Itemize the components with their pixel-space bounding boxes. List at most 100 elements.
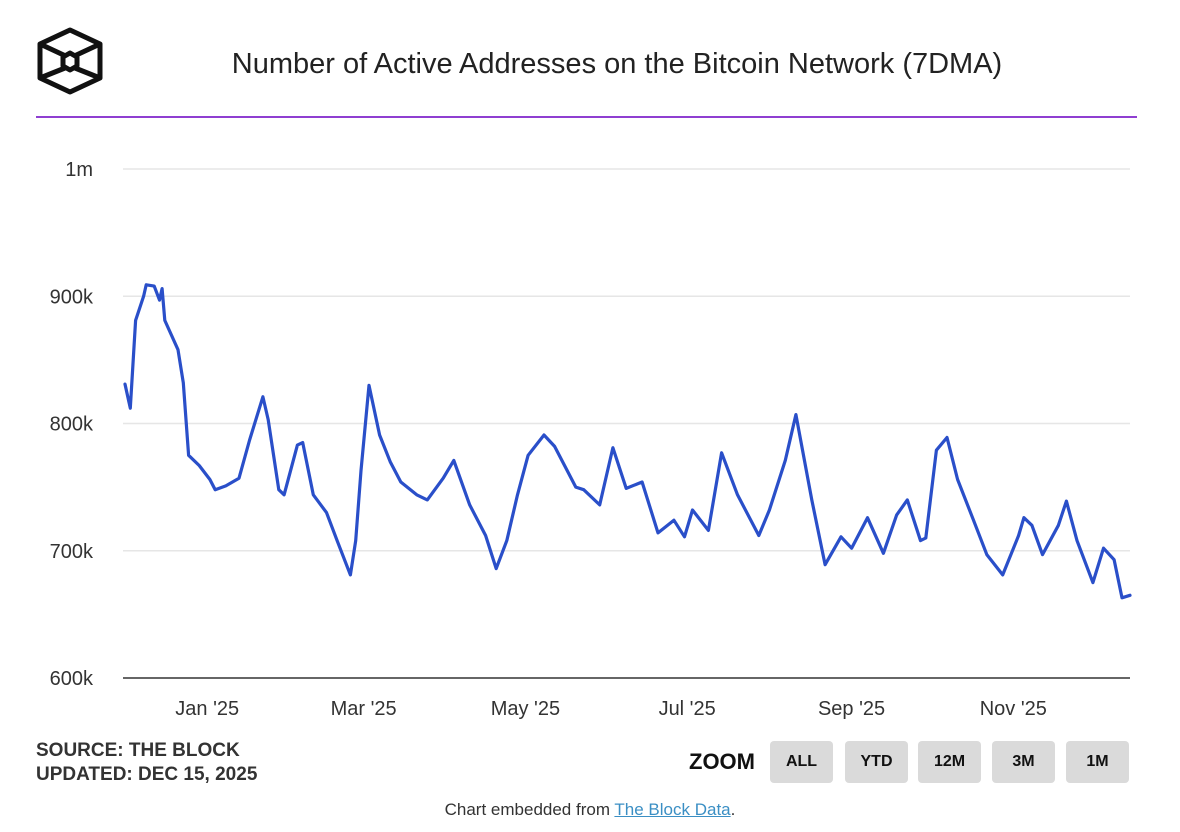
- data-point: [312, 493, 315, 496]
- data-point: [598, 503, 601, 507]
- zoom-all-button[interactable]: ALL: [770, 741, 833, 783]
- x-tick-label: Nov '25: [980, 698, 1047, 720]
- data-point: [301, 441, 304, 444]
- data-point: [378, 433, 381, 437]
- data-point: [1001, 573, 1004, 577]
- data-point: [248, 438, 251, 442]
- data-point: [956, 478, 959, 481]
- data-point: [945, 436, 949, 439]
- data-point: [176, 348, 180, 351]
- data-point: [1075, 539, 1079, 542]
- data-point: [882, 552, 885, 555]
- data-point: [426, 498, 429, 502]
- y-tick-label: 1m: [65, 159, 93, 181]
- data-point: [839, 535, 843, 538]
- data-point: [720, 451, 723, 454]
- data-point: [919, 539, 922, 542]
- data-point: [145, 283, 148, 286]
- data-point: [160, 287, 164, 290]
- data-point: [1112, 558, 1116, 561]
- x-tick-label: May '25: [491, 698, 560, 720]
- zoom-3m-button[interactable]: 3M: [992, 741, 1055, 783]
- data-point: [213, 488, 217, 491]
- data-point: [784, 459, 787, 462]
- data-point: [152, 284, 156, 288]
- data-point: [823, 563, 827, 566]
- data-point: [672, 519, 676, 522]
- data-point: [367, 384, 371, 387]
- data-point: [388, 460, 392, 463]
- data-point: [198, 464, 201, 467]
- title-divider: [36, 116, 1137, 118]
- data-point: [163, 319, 166, 322]
- data-point: [707, 529, 710, 532]
- data-point: [505, 539, 509, 542]
- data-point: [850, 547, 853, 550]
- zoom-12m-button[interactable]: 12M: [918, 741, 981, 783]
- data-point: [582, 488, 585, 491]
- data-point: [810, 498, 813, 502]
- data-point: [972, 519, 975, 522]
- the-block-logo-icon: [37, 27, 103, 95]
- data-point: [736, 493, 739, 496]
- data-point: [442, 477, 445, 480]
- data-point: [866, 516, 869, 519]
- data-point: [261, 395, 265, 398]
- data-point: [656, 531, 660, 535]
- x-tick-label: Jul '25: [659, 698, 716, 720]
- data-point: [794, 413, 798, 416]
- data-point: [757, 534, 760, 537]
- data-point: [452, 459, 456, 462]
- embed-prefix: Chart embedded from: [444, 800, 615, 819]
- data-point: [266, 418, 270, 421]
- y-tick-label: 800k: [50, 414, 94, 436]
- embed-suffix: .: [730, 800, 736, 819]
- data-point: [335, 539, 339, 542]
- data-point: [354, 539, 357, 542]
- data-point: [895, 513, 898, 517]
- data-point: [1128, 594, 1132, 597]
- y-tick-label: 900k: [50, 286, 94, 308]
- data-point: [142, 295, 145, 298]
- data-point: [526, 454, 530, 457]
- data-point: [906, 498, 909, 502]
- data-point: [553, 445, 556, 448]
- data-point: [158, 298, 161, 302]
- data-point: [935, 449, 938, 452]
- data-point: [1065, 499, 1068, 503]
- data-point: [277, 488, 280, 491]
- zoom-label: ZOOM: [689, 749, 755, 774]
- data-point: [282, 493, 286, 496]
- data-point: [468, 503, 471, 507]
- data-point: [123, 382, 127, 386]
- data-point: [640, 480, 644, 484]
- data-point: [611, 446, 615, 449]
- data-point: [1120, 596, 1124, 600]
- data-point: [1102, 547, 1105, 550]
- data-point: [624, 487, 628, 490]
- data-point: [516, 493, 519, 496]
- data-point: [1041, 553, 1044, 556]
- x-tick-label: Jan '25: [175, 698, 239, 720]
- data-point: [574, 485, 577, 489]
- data-point: [484, 534, 487, 537]
- source-label: SOURCE: THE BLOCK: [36, 740, 240, 761]
- zoom-ytd-button[interactable]: YTD: [845, 741, 908, 783]
- data-point: [237, 477, 241, 480]
- data-point: [208, 478, 212, 481]
- x-tick-label: Sep '25: [818, 698, 885, 720]
- x-tick-label: Mar '25: [331, 698, 397, 720]
- the-block-data-link[interactable]: The Block Data: [614, 800, 731, 819]
- data-point: [683, 535, 686, 538]
- data-point: [768, 508, 771, 512]
- data-point: [415, 493, 418, 496]
- zoom-1m-button[interactable]: 1M: [1066, 741, 1129, 783]
- data-point: [495, 567, 498, 570]
- data-point: [1022, 516, 1026, 519]
- data-point: [182, 381, 185, 384]
- y-tick-label: 600k: [50, 668, 94, 690]
- data-point: [325, 511, 328, 514]
- data-point: [924, 536, 928, 540]
- y-tick-label: 700k: [50, 541, 94, 563]
